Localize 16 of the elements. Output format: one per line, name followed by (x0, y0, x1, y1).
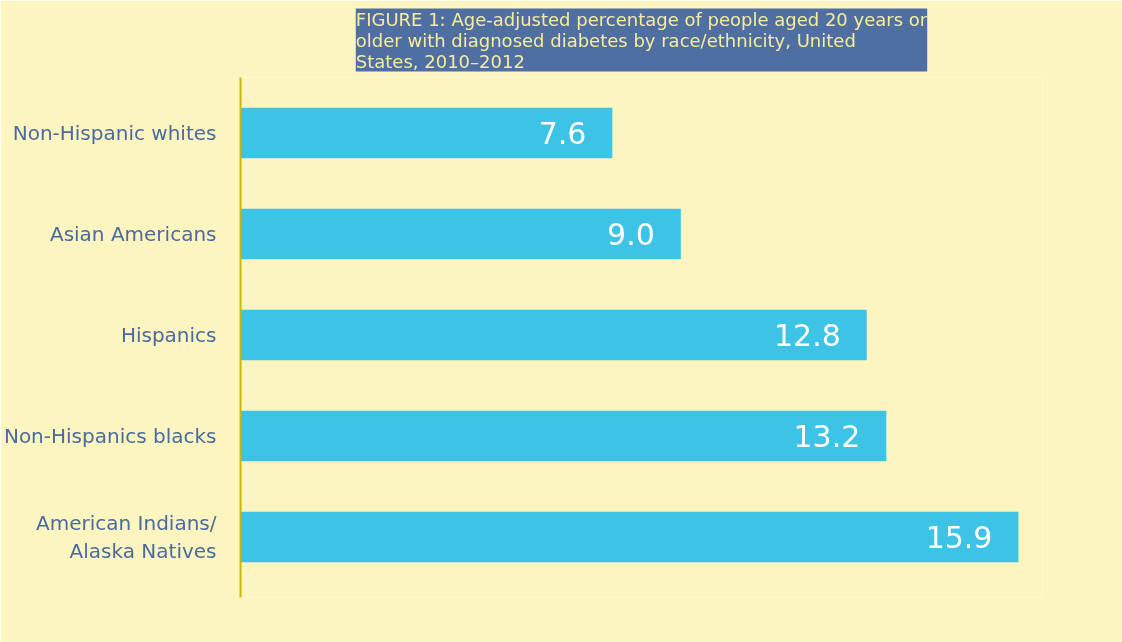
y-tick-label: Non-Hispanic whites (12, 121, 217, 146)
data-label: 12.8 (773, 317, 841, 353)
bar (240, 208, 681, 260)
bar (240, 309, 867, 361)
data-label: 9.0 (607, 217, 655, 252)
data-label: 15.9 (925, 519, 993, 555)
data-label: 7.6 (538, 116, 587, 152)
bar (240, 107, 613, 159)
chart-title: FIGURE 1: Age-adjusted percentage of people aged 20 years or older with diagnosed diabetes by race/ethnicity, United States, 2010–2012 (355, 8, 928, 72)
bar (240, 511, 1019, 563)
bar (240, 410, 887, 462)
y-tick-label: Asian Americans (49, 222, 217, 246)
y-tick-label: Non-Hispanics blacks (3, 423, 217, 448)
data-label: 13.2 (793, 418, 861, 454)
y-tick-label: Hispanics (120, 322, 217, 347)
y-tick-label: American Indians/ Alaska Natives (36, 510, 217, 564)
